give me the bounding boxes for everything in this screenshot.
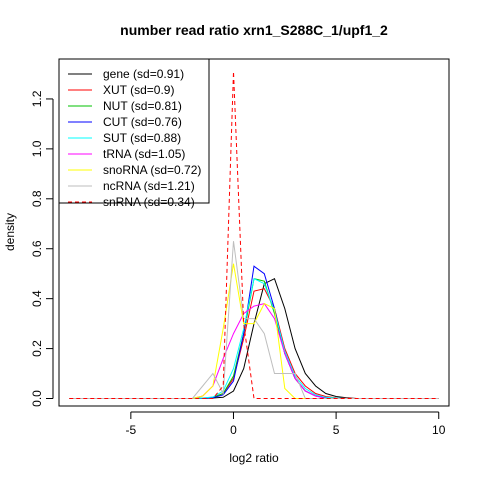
chart-title: number read ratio xrn1_S288C_1/upf1_2 [120,22,388,38]
series-layer [69,71,439,399]
legend: gene (sd=0.91) XUT (sd=0.9) NUT (sd=0.81) C… [58,58,210,209]
y-axis: 0.0 0.2 0.4 0.6 0.8 1.0 1.2 [30,90,54,407]
series-line [69,71,439,399]
legend-label: snRNA (sd=0.34) [103,195,195,209]
y-tick-label: 0.8 [30,190,44,207]
legend-label: NUT (sd=0.81) [103,99,182,113]
x-axis: -5 0 5 10 [126,411,446,437]
legend-label: CUT (sd=0.76) [103,115,182,129]
y-tick-label: 1.0 [30,140,44,157]
y-tick-label: 0.4 [30,290,44,307]
legend-label: snoRNA (sd=0.72) [103,163,201,177]
y-tick-label: 1.2 [30,90,44,107]
legend-label: ncRNA (sd=1.21) [103,179,195,193]
x-tick-label: 5 [333,423,340,437]
legend-label: tRNA (sd=1.05) [103,147,185,161]
x-tick-label: 10 [432,423,446,437]
legend-label: SUT (sd=0.88) [103,131,181,145]
y-tick-label: 0.6 [30,240,44,257]
x-tick-label: 0 [230,423,237,437]
plot-frame [58,58,450,407]
y-tick-label: 0.0 [30,390,44,407]
y-tick-label: 0.2 [30,340,44,357]
x-tick-label: -5 [126,423,137,437]
y-axis-label: density [3,213,17,251]
series-line [69,241,439,399]
legend-box [58,58,210,204]
legend-label: gene (sd=0.91) [103,67,184,81]
x-axis-label: log2 ratio [229,451,279,465]
legend-label: XUT (sd=0.9) [103,83,174,97]
